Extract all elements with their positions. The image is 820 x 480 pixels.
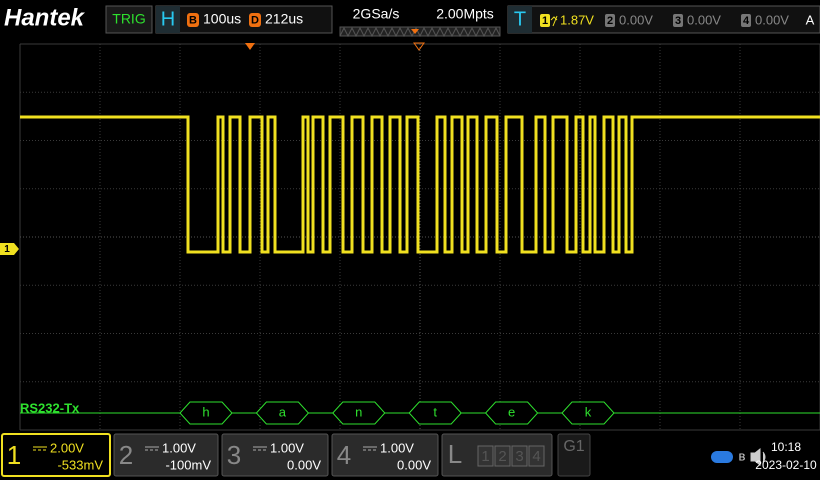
channel-id-box xyxy=(741,14,751,27)
trigger-position-marker xyxy=(245,43,255,50)
group-label: G1 xyxy=(563,438,584,455)
channel-marker-box xyxy=(0,243,19,255)
channel-marker: 1 xyxy=(4,244,10,255)
timebase: 100us xyxy=(203,11,241,27)
memory-position xyxy=(411,29,419,34)
decode-char: t xyxy=(433,404,437,419)
trigger-panel[interactable] xyxy=(507,5,820,34)
logic-channel: 3 xyxy=(515,448,523,465)
delay-icon: D xyxy=(251,14,259,26)
graticule xyxy=(19,43,820,431)
logic-channel: 4 xyxy=(532,448,540,465)
channel-id-box xyxy=(605,14,615,27)
decode-char: h xyxy=(202,404,209,419)
decode-frame xyxy=(484,401,539,425)
channel-number: 4 xyxy=(337,440,351,470)
decode-frame xyxy=(332,401,386,425)
usb-icon xyxy=(711,451,733,463)
timebase-icon-box xyxy=(187,13,199,27)
channel-offset: -100mV xyxy=(165,457,211,472)
sample-rate: 2GSa/s xyxy=(353,6,400,22)
channel-number: 1 xyxy=(7,440,21,470)
channel-scale: 2.00V xyxy=(50,440,84,455)
coupling-icon xyxy=(33,446,47,451)
horizontal-panel[interactable] xyxy=(155,5,333,34)
channel-number: 3 xyxy=(227,440,241,470)
group-panel[interactable] xyxy=(557,433,591,477)
decode-frame xyxy=(255,401,310,425)
t-box xyxy=(508,6,532,33)
channel-id-box xyxy=(673,14,683,27)
channel-panel[interactable] xyxy=(331,433,439,477)
decode-char: e xyxy=(508,404,515,419)
logic-channel: 1 xyxy=(481,448,489,465)
channel-number: 2 xyxy=(119,440,133,470)
decode-frame xyxy=(561,401,615,425)
channel-panel[interactable] xyxy=(221,433,329,477)
delay: 212us xyxy=(265,11,303,27)
coupling-icon xyxy=(363,446,377,451)
logic-channel-box xyxy=(511,445,528,467)
memory-pattern xyxy=(339,26,501,38)
clock-date: 2023-02-10 xyxy=(755,458,817,472)
logic-label: L xyxy=(448,439,462,469)
channel-scale: 1.00V xyxy=(162,440,196,455)
decode-char: k xyxy=(585,404,592,419)
channel-panel[interactable] xyxy=(113,433,219,477)
h-label: H xyxy=(161,8,175,30)
channel-id: 2 xyxy=(607,15,613,27)
trigger-source-box xyxy=(540,14,550,27)
h-box xyxy=(156,6,180,33)
clock-time: 10:18 xyxy=(771,440,801,454)
channel-offset: 0.00V xyxy=(287,457,321,472)
channel-id: 4 xyxy=(743,15,750,27)
decode-frame xyxy=(408,401,462,425)
channel-scale: 1.00V xyxy=(380,440,414,455)
channel-level: 0.00V xyxy=(687,12,721,27)
memory-depth: 2.00Mpts xyxy=(436,6,494,22)
trigger-source: 1 xyxy=(542,15,548,27)
decode-label: RS232-Tx xyxy=(20,400,80,415)
delay-icon-box xyxy=(249,13,261,27)
logic-channel-box xyxy=(528,445,545,467)
channel-offset: 0.00V xyxy=(397,457,431,472)
channel-panels: 1 2.00V -533mV 2 1.00V -100mV 3 1.00V 0.00V 4 1.00… xyxy=(1,433,439,477)
channel-panel[interactable] xyxy=(1,433,111,477)
channel-level: 0.00V xyxy=(755,12,789,27)
logic-channel: 2 xyxy=(498,448,506,465)
timebase-icon: B xyxy=(189,14,197,26)
decode-frame xyxy=(179,401,233,425)
speaker-icon xyxy=(750,447,766,467)
trigger-mode: A xyxy=(806,12,815,27)
logic-channel-box xyxy=(494,445,511,467)
memory-bar xyxy=(339,26,501,37)
ch1-waveform xyxy=(20,115,820,254)
trig-label: TRIG xyxy=(112,11,145,27)
delay-marker xyxy=(413,42,425,51)
logic-channel-box xyxy=(477,445,494,467)
coupling-icon xyxy=(253,446,267,451)
trigger-level: 1.87V xyxy=(560,12,594,27)
channel-id: 3 xyxy=(675,15,681,27)
channel-scale: 1.00V xyxy=(270,440,304,455)
t-label: T xyxy=(514,8,526,30)
channel-level: 0.00V xyxy=(619,12,653,27)
edge-icon xyxy=(550,15,558,27)
trig-button[interactable] xyxy=(105,5,153,34)
coupling-icon xyxy=(145,446,159,451)
decode-char: a xyxy=(279,404,287,419)
trigger-channels: 2 0.00V 3 0.00V 4 0.00V xyxy=(605,12,789,27)
channel-offset: -533mV xyxy=(57,457,103,472)
decode-char: n xyxy=(355,404,362,419)
logo: Hantek xyxy=(4,4,86,31)
bluetooth-icon: ʙ xyxy=(739,448,746,463)
